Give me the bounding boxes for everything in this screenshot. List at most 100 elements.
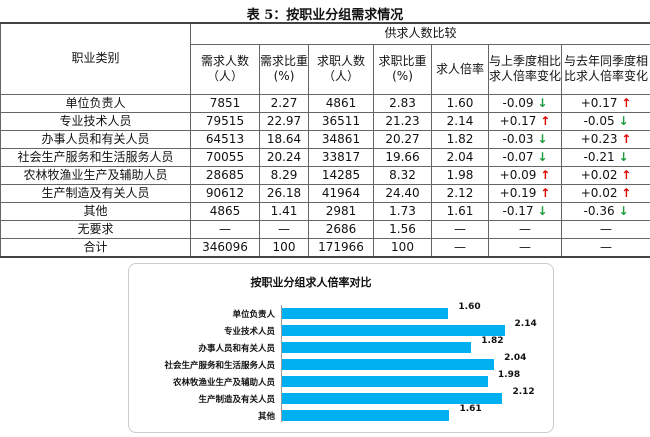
cell: 1.82 xyxy=(431,129,489,149)
header-col: 求人倍率 xyxy=(431,43,489,95)
cell-value: 28685 xyxy=(205,167,245,182)
cell-value: — xyxy=(519,239,531,254)
cell-value: 1.98 xyxy=(446,167,474,182)
cell-value: — xyxy=(454,239,466,254)
cell: 33817 xyxy=(308,147,374,167)
cell: — xyxy=(431,219,489,239)
cell-value: 21.23 xyxy=(385,113,420,128)
data-label: 2.04 xyxy=(504,353,527,363)
category-label: 社会生产服务和生活服务人员 xyxy=(164,361,275,371)
row-name: 合计 xyxy=(0,237,191,257)
cell-value: 14285 xyxy=(321,167,361,182)
cell: 19.66 xyxy=(373,147,432,167)
cell: 8.29 xyxy=(259,165,309,185)
cell-value: 1.41 xyxy=(270,203,298,218)
cell: 22.97 xyxy=(259,111,309,131)
cell: 171966 xyxy=(308,237,374,257)
cell-value: -0.21 xyxy=(583,149,615,164)
arrow-up-icon: ↑ xyxy=(621,167,632,182)
cell-value: 24.40 xyxy=(385,185,420,200)
cell: -0.05 ↓ xyxy=(560,111,650,131)
cell: -0.03 ↓ xyxy=(488,129,562,149)
cell-value: 2.83 xyxy=(389,95,416,110)
cell-value: 34861 xyxy=(321,131,361,146)
cell: — xyxy=(560,237,650,257)
cell: 100 xyxy=(373,237,432,257)
cell-value: 26.18 xyxy=(266,185,302,200)
cell: 90612 xyxy=(190,183,260,203)
header-col: 需求比重(%) xyxy=(259,43,309,95)
arrow-down-icon: ↓ xyxy=(537,131,548,146)
table-row: 其他 4865 1.41 2981 1.73 1.61 -0.17 ↓ -0.36 ↓ xyxy=(0,201,650,221)
bar xyxy=(282,359,495,370)
cell-value: 64513 xyxy=(205,131,245,146)
row-name: 无要求 xyxy=(0,219,191,239)
cell-value: 2.14 xyxy=(446,113,474,128)
arrow-up-icon: ↑ xyxy=(540,167,551,182)
category-label: 生产制造及有关人员 xyxy=(198,395,275,405)
cell: 64513 xyxy=(190,129,260,149)
cell-value: +0.09 xyxy=(499,167,537,182)
cell-value: +0.17 xyxy=(580,95,618,110)
row-name: 农林牧渔业生产及辅助人员 xyxy=(0,165,191,185)
cell: 1.56 xyxy=(373,219,432,239)
bar xyxy=(282,342,472,353)
arrow-up-icon: ↑ xyxy=(621,185,632,200)
bar-chart: 按职业分组求人倍率对比 单位负责人 1.60 专业技术人员 2.14 办事人员和有关人员… xyxy=(128,263,554,433)
cell: 20.24 xyxy=(259,147,309,167)
cell: — xyxy=(431,237,489,257)
cell: — xyxy=(488,219,562,239)
header-col: 需求人数（人） xyxy=(190,43,260,95)
cell: — xyxy=(560,219,650,239)
cell: -0.21 ↓ xyxy=(560,147,650,167)
chart-title: 按职业分组求人倍率对比 xyxy=(250,276,372,289)
cell: 2.27 xyxy=(259,93,309,113)
cell: — xyxy=(259,219,309,239)
cell-value: +0.17 xyxy=(499,113,537,128)
cell-value: +0.23 xyxy=(580,131,618,146)
cell: 70055 xyxy=(190,147,260,167)
cell: 2686 xyxy=(308,219,374,239)
row-name: 其他 xyxy=(0,201,191,221)
cell: 8.32 xyxy=(373,165,432,185)
cell-value: 8.32 xyxy=(389,167,416,182)
cell: 1.98 xyxy=(431,165,489,185)
cell: +0.19 ↑ xyxy=(488,183,562,203)
category-label: 农林牧渔业生产及辅助人员 xyxy=(172,378,275,388)
cell-value: — xyxy=(600,221,613,236)
cell-value: — xyxy=(600,239,613,254)
cell: 2.12 xyxy=(431,183,489,203)
arrow-up-icon: ↑ xyxy=(621,131,632,146)
arrow-down-icon: ↓ xyxy=(618,203,629,218)
cell-value: 4865 xyxy=(209,203,241,218)
data-label: 1.60 xyxy=(458,302,481,312)
data-label: 1.82 xyxy=(481,336,504,346)
cell-value: 20.24 xyxy=(266,149,302,164)
cell-value: 33817 xyxy=(321,149,361,164)
header-group: 供求人数比较 xyxy=(189,22,650,45)
table-row: 社会生产服务和生活服务人员 70055 20.24 33817 19.66 2.04 -0.… xyxy=(0,147,650,167)
cell-value: 18.64 xyxy=(266,131,302,146)
cell: 7851 xyxy=(190,93,260,113)
cell-value: 1.73 xyxy=(389,203,416,218)
cell-value: 19.66 xyxy=(385,149,420,164)
bar xyxy=(282,325,505,336)
cell: +0.02 ↑ xyxy=(560,165,650,185)
cell-value: 1.61 xyxy=(446,203,474,218)
row-name: 单位负责人 xyxy=(0,93,191,113)
cell-value: 36511 xyxy=(321,113,361,128)
data-label: 1.98 xyxy=(497,370,521,380)
cell: 2.14 xyxy=(431,111,489,131)
cell-value: 171966 xyxy=(318,239,364,254)
cell-value: 2686 xyxy=(325,221,357,236)
cell: 34861 xyxy=(308,129,374,149)
arrow-up-icon: ↑ xyxy=(621,95,632,110)
row-name: 办事人员和有关人员 xyxy=(0,129,191,149)
header-category: 职业类别 xyxy=(0,22,191,95)
cell-value: -0.05 xyxy=(583,113,615,128)
cell: +0.17 ↑ xyxy=(488,111,562,131)
data-label: 2.12 xyxy=(512,387,535,397)
table-row: 合计 346096 100 171966 100 — — — xyxy=(0,237,650,257)
category-label: 办事人员和有关人员 xyxy=(198,344,275,354)
cell: 2.83 xyxy=(373,93,432,113)
